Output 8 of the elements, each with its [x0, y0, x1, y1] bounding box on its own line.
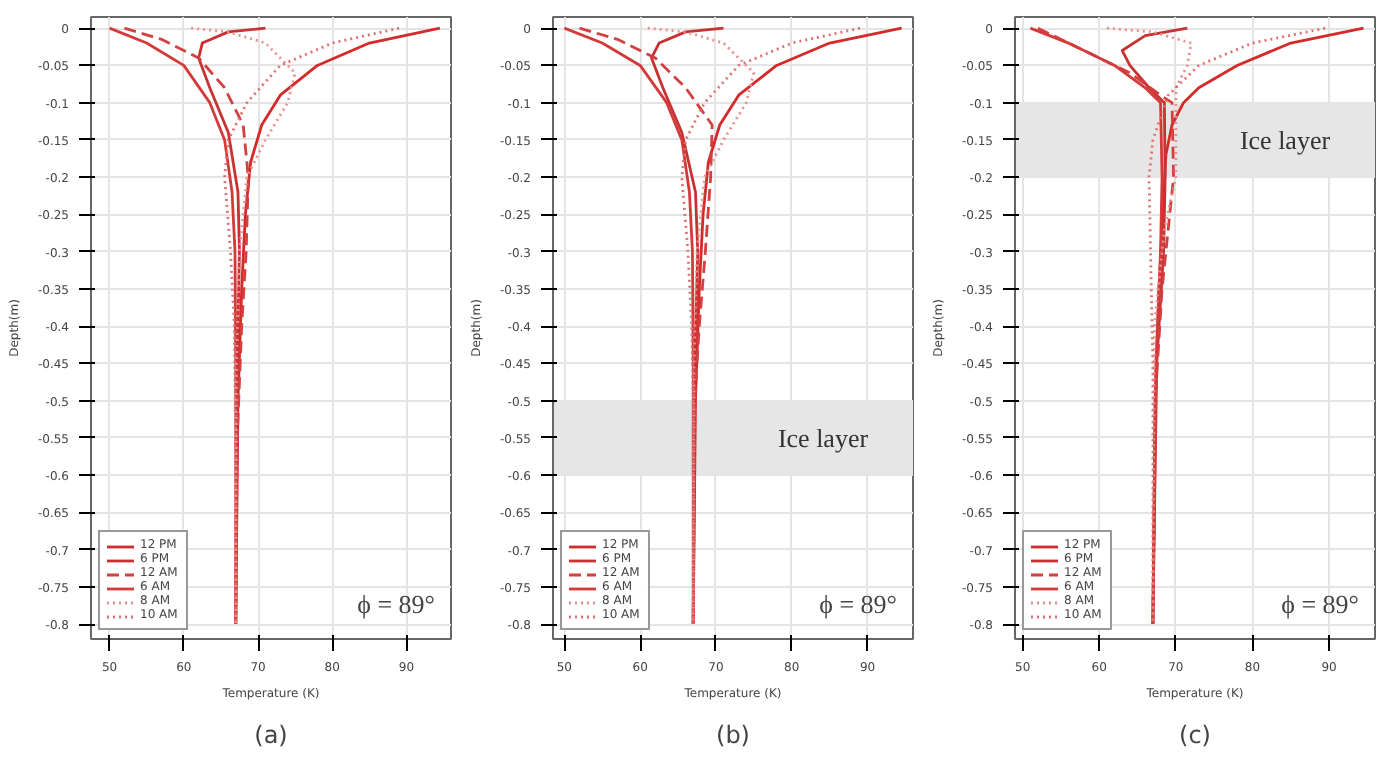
text: (b) — [716, 721, 750, 749]
band-label: Ice layer — [1239, 124, 1332, 155]
annotation: ϕ = 89° — [819, 589, 897, 619]
annotation: ϕ = 89° — [1281, 589, 1359, 619]
annotation: ϕ = 89° — [357, 589, 435, 619]
text: (a) — [254, 721, 288, 749]
band-label: Ice layer — [777, 422, 870, 453]
text: (c) — [1179, 721, 1211, 749]
